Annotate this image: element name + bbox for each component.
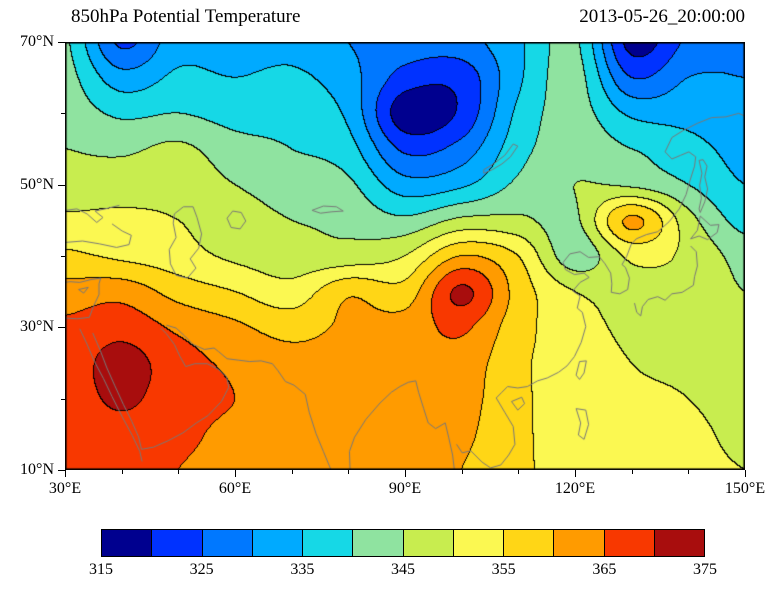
x-tick-label: 150°E (724, 480, 766, 497)
x-major-tick (405, 470, 406, 477)
x-minor-tick (688, 470, 690, 474)
colorbar-cell (202, 530, 253, 556)
colorbar-cell (102, 530, 153, 556)
colorbar (101, 529, 705, 557)
colorbar-cell (504, 530, 555, 556)
x-minor-tick (518, 470, 520, 474)
x-tick-label: 30°E (48, 480, 82, 497)
x-major-tick (745, 470, 746, 477)
y-tick-label: 30°N (20, 318, 54, 336)
colorbar-tick-label: 325 (189, 561, 214, 578)
x-minor-tick (461, 470, 463, 474)
x-minor-tick (631, 470, 633, 474)
colorbar-cell (554, 530, 605, 556)
y-minor-tick (61, 256, 65, 257)
x-tick-label: 60°E (218, 480, 252, 497)
colorbar-tick-label: 355 (491, 561, 516, 578)
x-minor-tick (348, 470, 350, 474)
colorbar-tick-label: 345 (391, 561, 415, 578)
colorbar-cell (654, 530, 704, 556)
y-major-tick (58, 184, 65, 186)
x-minor-tick (178, 470, 180, 474)
x-minor-tick (291, 470, 293, 474)
colorbar-cell (403, 530, 454, 556)
colorbar-cell (453, 530, 504, 556)
x-tick-label: 90°E (388, 480, 422, 497)
colorbar-cell (604, 530, 655, 556)
y-minor-tick (61, 113, 65, 115)
x-minor-tick (121, 470, 123, 474)
plot-timestamp: 2013-05-26_20:00:00 (579, 6, 745, 27)
colorbar-cell (303, 530, 354, 556)
colorbar-tick-label: 365 (592, 561, 617, 578)
colorbar-cell (152, 530, 203, 556)
colorbar-labels: 315 325 335 345 355 365 375 (89, 561, 717, 583)
y-major-tick (58, 470, 65, 471)
y-tick-label: 70°N (20, 33, 54, 50)
x-major-tick (575, 470, 576, 477)
title-row: 850hPa Potential Temperature 2013-05-26_… (65, 5, 745, 29)
map-canvas (65, 42, 745, 470)
x-tick-label: 120°E (554, 480, 596, 497)
colorbar-cell (353, 530, 404, 556)
y-tick-label: 10°N (20, 461, 54, 478)
colorbar-tick-label: 315 (89, 561, 113, 578)
colorbar-tick-label: 335 (290, 561, 315, 578)
x-major-tick (65, 470, 66, 477)
y-major-tick (58, 42, 65, 43)
y-tick-label: 50°N (20, 175, 54, 193)
colorbar-cell (252, 530, 303, 556)
x-major-tick (235, 470, 236, 477)
plot-title: 850hPa Potential Temperature (71, 6, 301, 27)
y-major-tick (58, 327, 65, 329)
colorbar-tick-label: 375 (693, 561, 717, 578)
y-minor-tick (61, 398, 65, 400)
